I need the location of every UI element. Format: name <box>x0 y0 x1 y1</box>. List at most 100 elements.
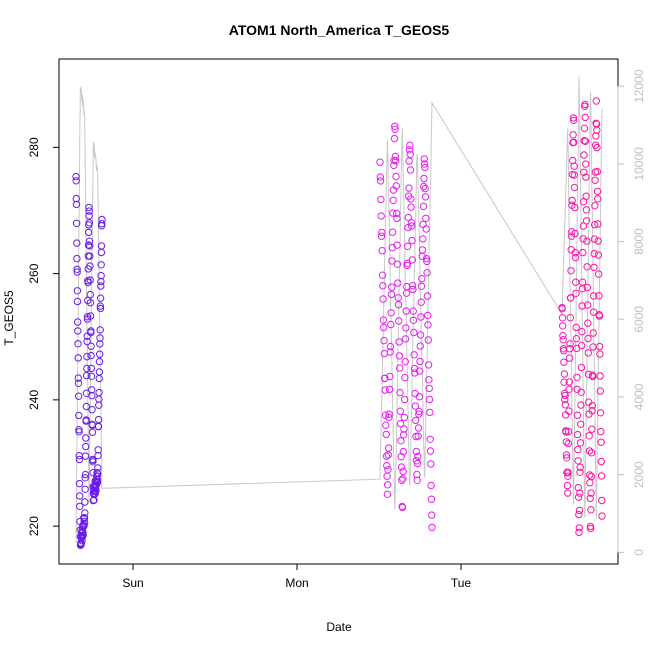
data-point <box>574 483 582 492</box>
data-point <box>583 237 591 245</box>
data-point <box>411 389 419 398</box>
data-point <box>596 387 604 395</box>
data-point <box>408 222 416 230</box>
y2-tick-label: 6000 <box>632 306 646 333</box>
x-axis: Sun Mon Tue <box>122 563 472 590</box>
data-point <box>580 168 588 177</box>
data-point <box>408 256 416 264</box>
data-point <box>406 150 414 159</box>
y-tick-label: 220 <box>27 516 41 536</box>
data-point <box>416 331 425 339</box>
data-point <box>386 372 394 381</box>
data-point <box>570 171 578 179</box>
data-point <box>396 364 404 372</box>
data-point <box>419 202 428 211</box>
data-point <box>572 289 580 297</box>
data-point <box>378 271 387 279</box>
chart-title: ATOM1 North_America T_GEOS5 <box>229 22 450 38</box>
data-point <box>78 537 86 545</box>
data-point <box>562 428 570 436</box>
data-point <box>377 232 386 240</box>
data-point <box>88 386 96 394</box>
data-point <box>596 409 605 417</box>
data-point <box>420 174 428 183</box>
data-point <box>408 236 416 245</box>
data-point <box>385 385 394 394</box>
data-point <box>590 263 598 272</box>
data-point <box>597 438 605 446</box>
data-point <box>379 295 387 303</box>
data-point <box>403 282 411 291</box>
y-tick-label: 280 <box>27 137 41 157</box>
data-point <box>594 195 602 203</box>
data-point <box>83 313 92 321</box>
data-point <box>97 277 105 286</box>
data-point <box>582 206 591 214</box>
data-point <box>586 479 594 487</box>
y2-tick-label: 4000 <box>632 383 646 410</box>
data-point <box>424 336 432 344</box>
data-point <box>563 454 571 462</box>
data-point <box>569 116 578 125</box>
data-point <box>85 203 93 212</box>
x-tick-label: Sun <box>122 576 143 590</box>
data-point <box>395 317 403 325</box>
data-point <box>86 290 95 299</box>
data-point <box>96 304 105 313</box>
data-point <box>383 461 391 470</box>
data-point <box>424 361 433 369</box>
data-point <box>82 371 91 380</box>
data-point <box>391 122 399 131</box>
y2-tick-label: 0 <box>632 549 646 556</box>
data-point <box>94 446 102 454</box>
data-point <box>380 336 388 345</box>
data-point <box>383 490 392 498</box>
data-point <box>596 350 604 358</box>
data-point <box>418 275 426 283</box>
y-tick-label: 260 <box>27 263 41 283</box>
data-point <box>597 427 605 436</box>
data-point <box>72 177 80 185</box>
data-point <box>399 467 407 476</box>
data-point <box>591 221 599 229</box>
data-point <box>76 492 84 500</box>
data-point <box>424 321 432 329</box>
data-point <box>589 343 597 351</box>
data-point <box>579 248 587 257</box>
data-point <box>75 455 84 464</box>
data-point <box>391 125 399 133</box>
data-point <box>94 464 102 472</box>
data-point <box>565 407 573 415</box>
data-point <box>558 305 566 313</box>
data-point <box>565 378 573 386</box>
data-point <box>577 363 586 372</box>
data-point <box>87 327 95 335</box>
data-point <box>87 342 95 350</box>
data-point <box>74 354 82 362</box>
data-point <box>396 388 404 397</box>
data-point <box>392 157 400 165</box>
data-point <box>399 475 407 483</box>
data-point <box>403 259 412 267</box>
data-point <box>589 372 597 381</box>
data-point <box>387 320 395 329</box>
data-point <box>581 100 589 109</box>
data-point <box>415 410 423 418</box>
data-point <box>80 514 89 522</box>
data-point <box>393 241 401 249</box>
data-point <box>426 435 434 443</box>
data-point <box>86 276 94 284</box>
data-point <box>98 215 106 224</box>
data-point <box>73 297 82 306</box>
data-point <box>585 432 593 440</box>
data-point <box>583 263 591 271</box>
data-point <box>571 249 579 257</box>
data-point <box>593 187 602 196</box>
data-point <box>421 163 429 172</box>
data-point <box>583 301 592 309</box>
data-point <box>416 367 424 375</box>
data-point <box>388 228 397 236</box>
data-point <box>566 345 574 353</box>
x-tick-label: Tue <box>451 576 472 590</box>
data-point <box>571 229 579 238</box>
